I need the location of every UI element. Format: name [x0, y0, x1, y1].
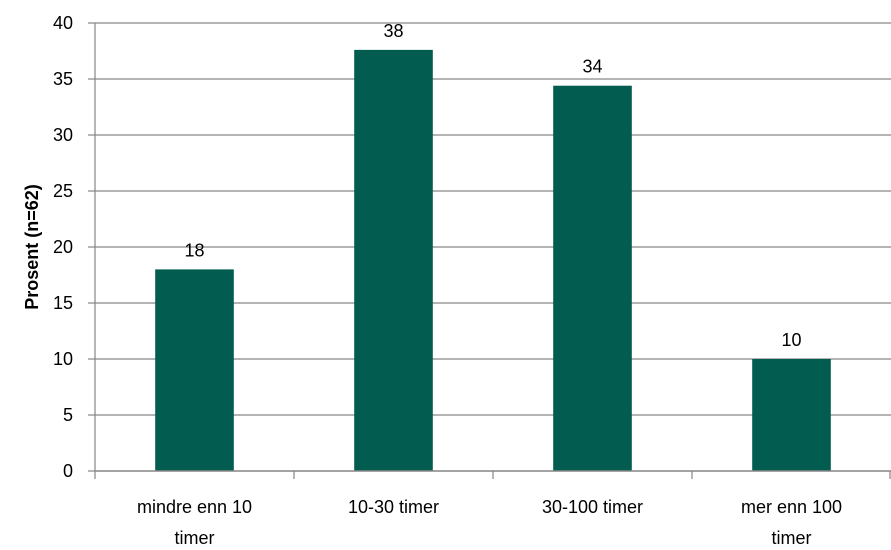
category-label: mindre enn 10 timer: [137, 497, 252, 548]
category-label: mer enn 100 timer: [741, 497, 842, 548]
category-label-line: mer enn 100: [741, 497, 842, 517]
y-tick-labels: 0 5 10 15 20 25 30 35 40: [53, 13, 73, 481]
axes: [88, 22, 891, 479]
data-label: 18: [184, 240, 204, 260]
category-label-line: timer: [772, 528, 812, 548]
category-label-line: 10-30 timer: [348, 497, 439, 517]
data-labels: 18 38 34 10: [184, 21, 801, 350]
y-tick-label: 5: [63, 405, 73, 425]
y-axis-title: Prosent (n=62): [22, 184, 42, 310]
y-tick-label: 20: [53, 237, 73, 257]
category-label-line: mindre enn 10: [137, 497, 252, 517]
data-label: 10: [781, 330, 801, 350]
category-label: 10-30 timer: [348, 497, 439, 517]
y-tick-label: 10: [53, 349, 73, 369]
bar: [155, 269, 234, 471]
y-tick-label: 40: [53, 13, 73, 33]
bar: [752, 359, 831, 471]
y-tick-label: 30: [53, 125, 73, 145]
bar: [354, 49, 433, 471]
category-label-line: timer: [175, 528, 215, 548]
bar: [553, 85, 632, 471]
category-label: 30-100 timer: [542, 497, 643, 517]
y-tick-label: 0: [63, 461, 73, 481]
data-label: 38: [383, 21, 403, 41]
category-label-line: 30-100 timer: [542, 497, 643, 517]
y-tick-label: 15: [53, 293, 73, 313]
data-label: 34: [582, 57, 602, 77]
x-category-labels: mindre enn 10 timer 10-30 timer 30-100 time…: [137, 497, 842, 548]
y-tick-label: 35: [53, 69, 73, 89]
y-tick-label: 25: [53, 181, 73, 201]
bars: [155, 49, 831, 471]
